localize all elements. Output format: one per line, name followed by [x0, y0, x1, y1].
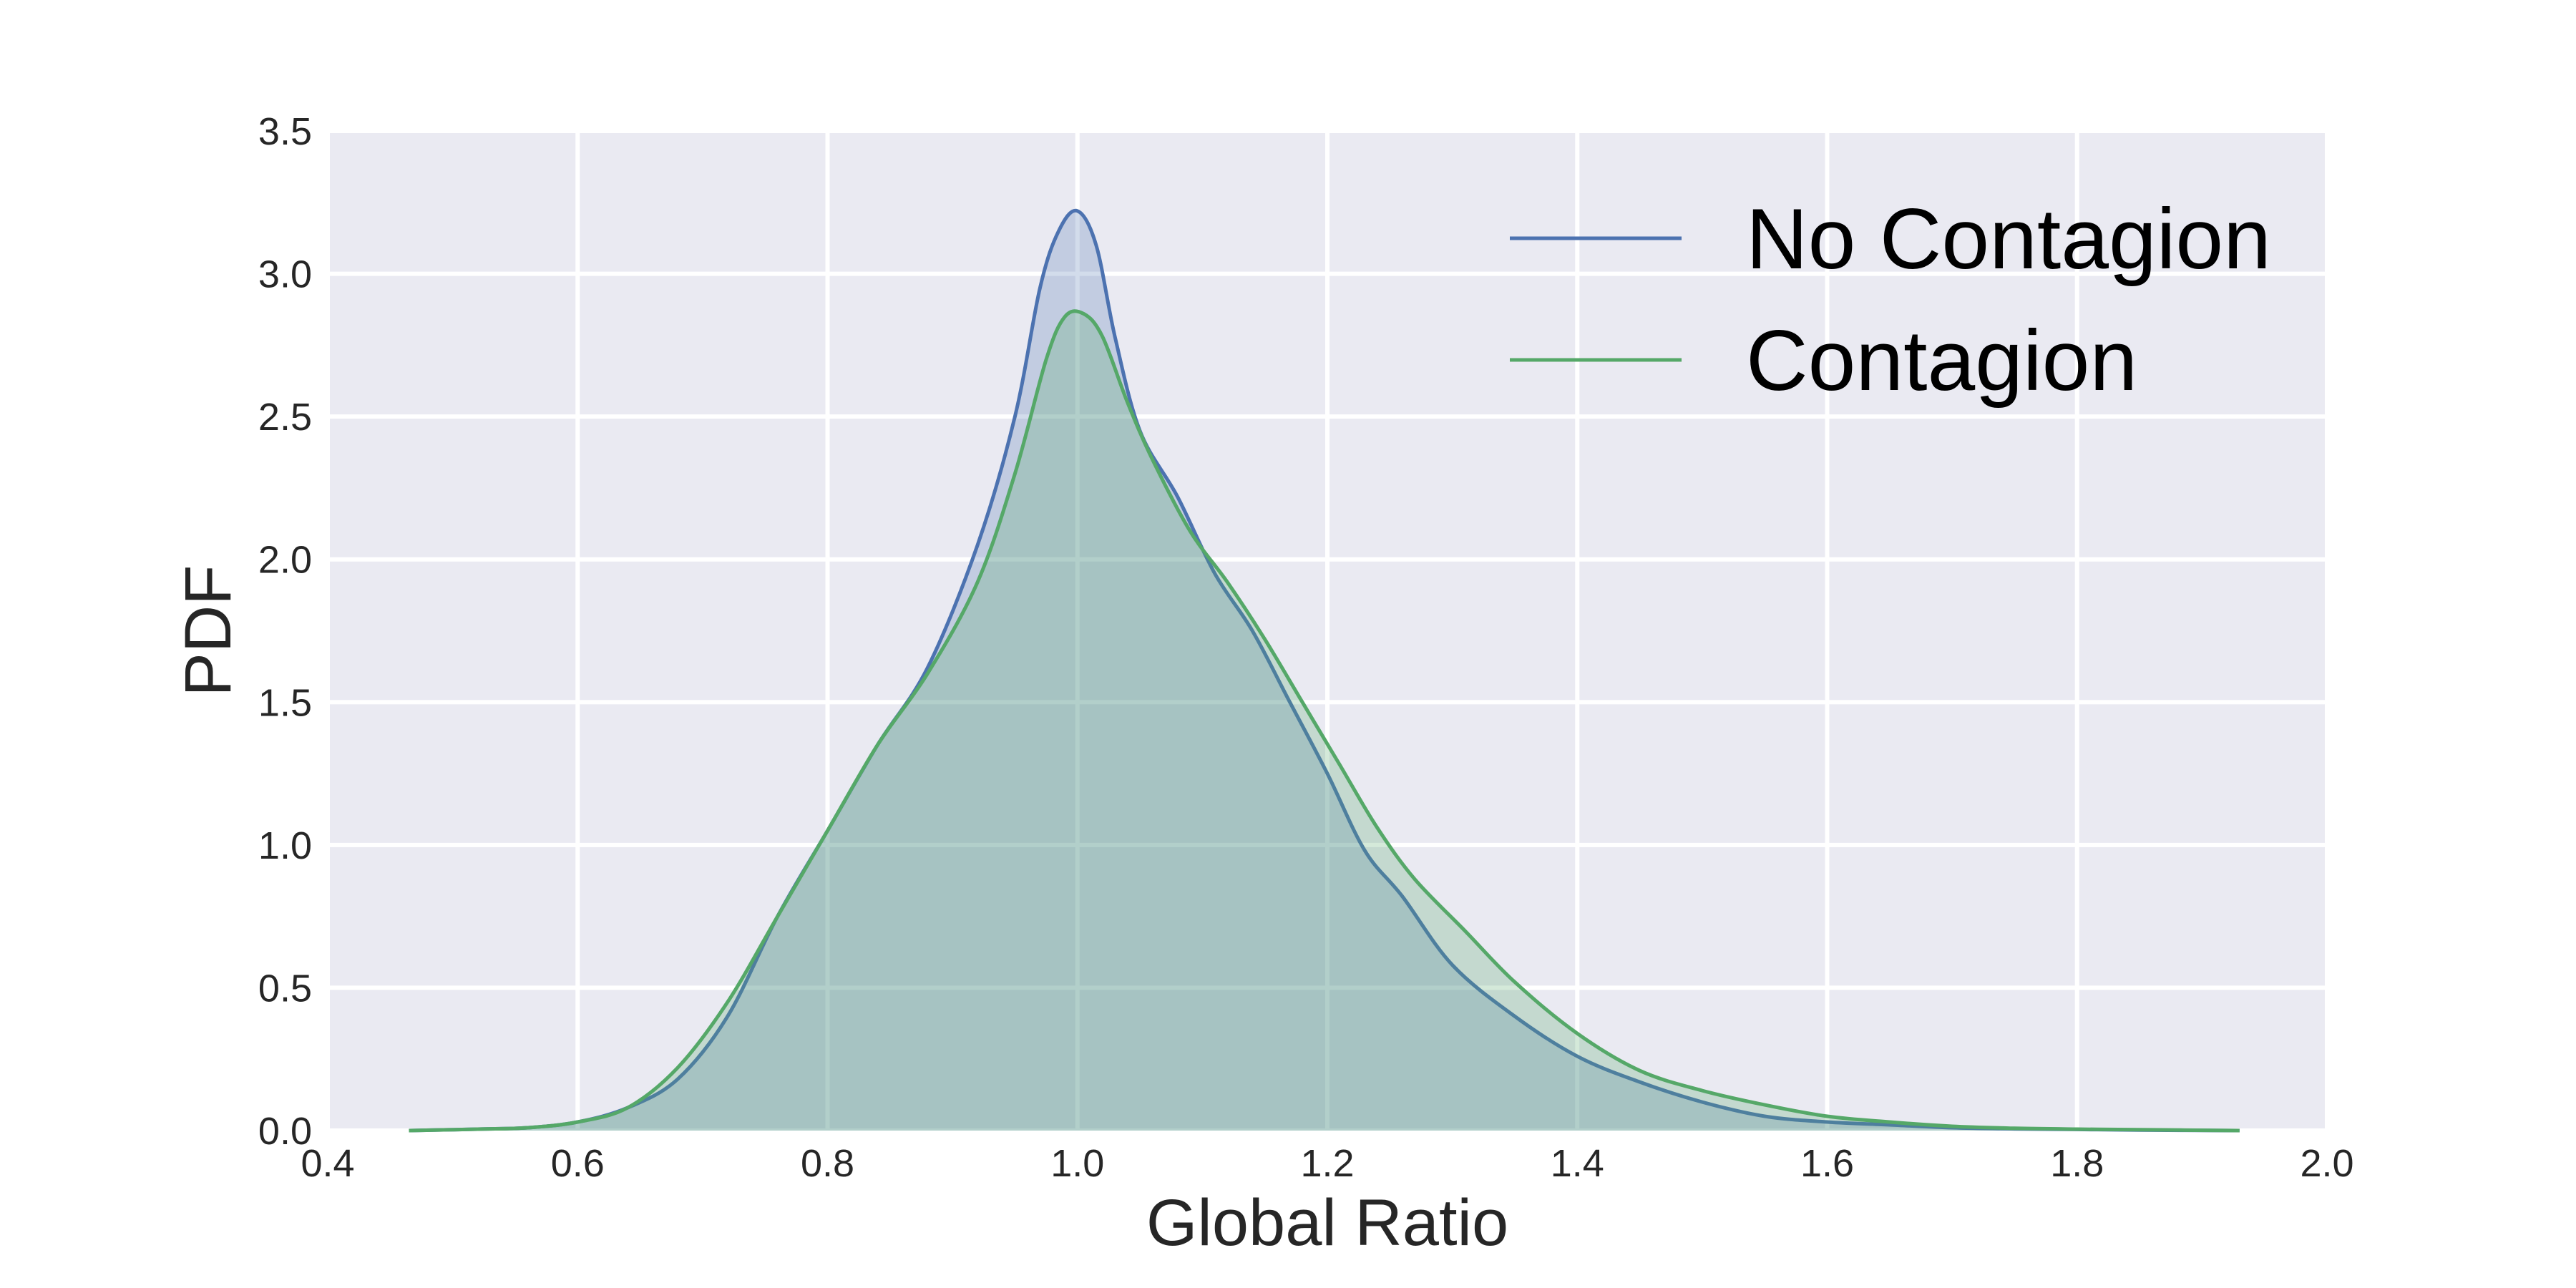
legend-label-0: No Contagion [1746, 191, 2271, 287]
x-tick-label: 2.0 [2300, 1142, 2353, 1185]
y-tick-label: 1.0 [258, 824, 312, 867]
y-tick-label: 2.0 [258, 539, 312, 582]
grid-lines [326, 129, 2329, 1133]
x-tick-label: 1.2 [1300, 1142, 1354, 1185]
y-tick-label: 2.5 [258, 396, 312, 439]
y-tick-label: 3.5 [258, 110, 312, 153]
legend-label-1: Contagion [1746, 313, 2137, 409]
series-area-1 [409, 311, 2240, 1131]
x-tick-label: 1.6 [1800, 1142, 1854, 1185]
y-tick-label: 3.0 [258, 253, 312, 296]
series-layer [409, 208, 2240, 1133]
y-axis-title: PDF [172, 565, 245, 697]
series-line-1 [409, 309, 2240, 1133]
x-tick-label: 0.4 [301, 1142, 354, 1185]
x-tick-labels: 0.4 0.6 0.8 1.0 1.2 1.4 1.6 1.8 2.0 [301, 1142, 2353, 1185]
y-tick-labels: 0.0 0.5 1.0 1.5 2.0 2.5 3.0 3.5 [258, 110, 312, 1153]
x-tick-label: 0.6 [551, 1142, 605, 1185]
y-tick-label: 0.5 [258, 967, 312, 1010]
series-area-0 [409, 210, 2240, 1131]
x-tick-label: 0.8 [801, 1142, 854, 1185]
legend: No Contagion Contagion [1510, 191, 2271, 409]
y-tick-label: 0.0 [258, 1110, 312, 1153]
x-tick-label: 1.0 [1050, 1142, 1104, 1185]
x-tick-label: 1.4 [1551, 1142, 1604, 1185]
x-tick-label: 1.8 [2050, 1142, 2104, 1185]
y-tick-label: 1.5 [258, 681, 312, 724]
x-axis-title: Global Ratio [1146, 1186, 1508, 1259]
